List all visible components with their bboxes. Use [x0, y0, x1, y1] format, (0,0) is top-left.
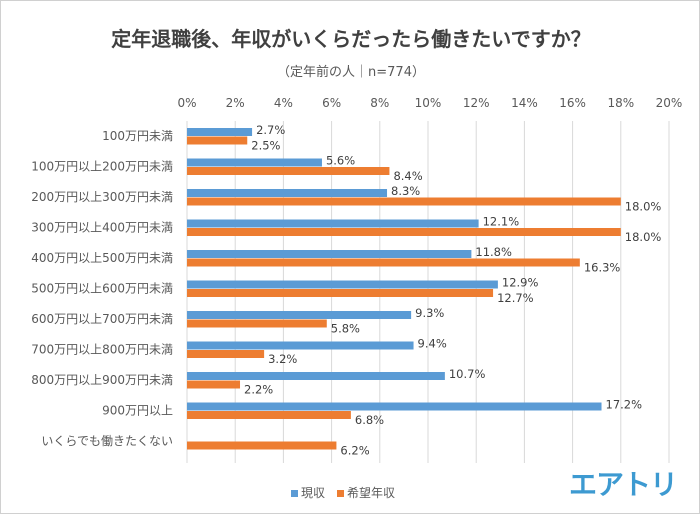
bar — [187, 197, 621, 206]
data-label: 9.3% — [415, 306, 444, 320]
bar — [187, 228, 621, 236]
data-label: 12.9% — [502, 276, 539, 290]
category-label: いくらでも働きたくない — [41, 434, 173, 448]
x-tick-label: 18% — [607, 96, 634, 110]
bar — [187, 250, 472, 258]
category-label: 500万円以上600万円未満 — [31, 282, 173, 296]
x-tick-label: 6% — [322, 96, 341, 110]
data-label: 12.1% — [483, 215, 520, 229]
bar — [187, 350, 265, 358]
bar — [187, 167, 390, 175]
x-tick-label: 4% — [274, 96, 293, 110]
data-label: 6.2% — [340, 444, 369, 458]
x-tick-label: 8% — [370, 96, 389, 110]
x-tick-label: 16% — [559, 96, 586, 110]
bar — [187, 158, 322, 167]
data-label: 5.6% — [326, 154, 355, 168]
data-label: 8.3% — [391, 184, 420, 198]
x-tick-label: 20% — [656, 96, 683, 110]
legend: 現収 希望年収 — [291, 484, 395, 501]
bar — [187, 441, 337, 450]
data-label: 11.8% — [475, 245, 512, 259]
bar — [187, 289, 494, 297]
category-label: 800万円以上900万円未満 — [31, 373, 173, 387]
data-label: 2.5% — [251, 139, 280, 153]
data-label: 18.0% — [625, 200, 662, 214]
bar — [187, 380, 241, 389]
data-label: 8.4% — [393, 169, 422, 183]
bar — [187, 311, 412, 319]
category-label: 300万円以上400万円未満 — [31, 221, 173, 235]
x-tick-label: 2% — [226, 96, 245, 110]
logo: エアトリ — [569, 468, 678, 501]
legend-item-current: 現収 — [291, 484, 325, 501]
data-label: 3.2% — [268, 352, 297, 366]
data-label: 16.3% — [584, 261, 621, 275]
data-label: 17.2% — [606, 398, 643, 412]
bar — [187, 128, 253, 136]
data-label: 2.2% — [244, 383, 273, 397]
data-label: 18.0% — [625, 230, 662, 244]
bar — [187, 280, 498, 289]
legend-swatch — [291, 490, 298, 497]
x-tick-label: 14% — [511, 96, 538, 110]
bar — [187, 219, 479, 228]
category-label: 900万円以上 — [102, 404, 173, 418]
legend-swatch — [337, 490, 345, 497]
data-label: 2.7% — [256, 123, 285, 137]
category-label: 200万円以上300万円未満 — [31, 190, 173, 204]
x-tick-label: 12% — [463, 96, 490, 110]
bar — [187, 411, 351, 419]
bar — [187, 341, 414, 350]
data-label: 9.4% — [418, 337, 447, 351]
data-label: 10.7% — [449, 367, 486, 381]
bar — [187, 136, 248, 145]
category-label: 100万円未満 — [102, 129, 173, 143]
x-tick-label: 0% — [177, 96, 196, 110]
legend-item-desired: 希望年収 — [337, 484, 395, 501]
bar — [187, 258, 580, 267]
category-label: 600万円以上700万円未満 — [31, 312, 173, 326]
chart-title: 定年退職後、年収がいくらだったら働きたいですか？ — [111, 27, 591, 51]
category-label: 700万円以上800万円未満 — [31, 343, 173, 357]
legend-label: 希望年収 — [347, 486, 396, 500]
bar — [187, 189, 388, 197]
legend-label: 現収 — [301, 486, 326, 500]
data-label: 12.7% — [497, 291, 534, 305]
data-label: 5.8% — [331, 322, 360, 336]
bar — [187, 402, 602, 411]
x-tick-label: 10% — [415, 96, 442, 110]
category-label: 400万円以上500万円未満 — [31, 251, 173, 265]
bar — [187, 319, 327, 328]
category-label: 100万円以上200万円未満 — [31, 160, 173, 174]
data-label: 6.8% — [355, 413, 384, 427]
bar — [187, 372, 445, 380]
chart-subtitle: （定年前の人｜n=774） — [277, 65, 425, 80]
